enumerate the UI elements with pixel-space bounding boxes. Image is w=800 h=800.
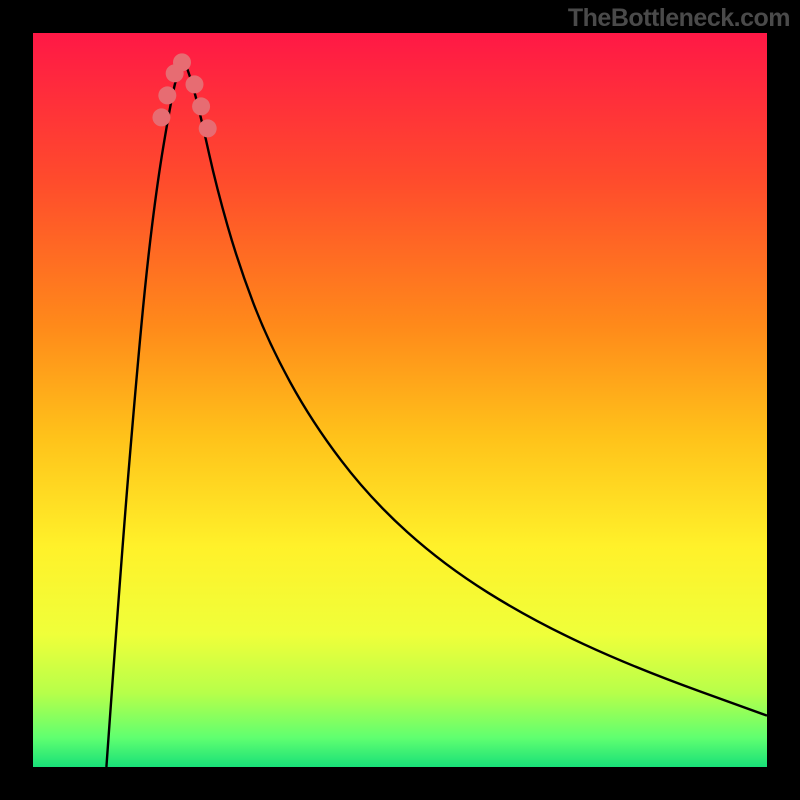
curve-marker	[173, 53, 191, 71]
chart-frame: TheBottleneck.com	[0, 0, 800, 800]
curve-marker	[199, 119, 217, 137]
curve-marker	[192, 97, 210, 115]
curve-marker	[185, 75, 203, 93]
plot-background	[33, 33, 767, 767]
bottleneck-chart	[0, 0, 800, 800]
curve-marker	[152, 108, 170, 126]
watermark-text: TheBottleneck.com	[568, 4, 790, 33]
curve-marker	[158, 86, 176, 104]
